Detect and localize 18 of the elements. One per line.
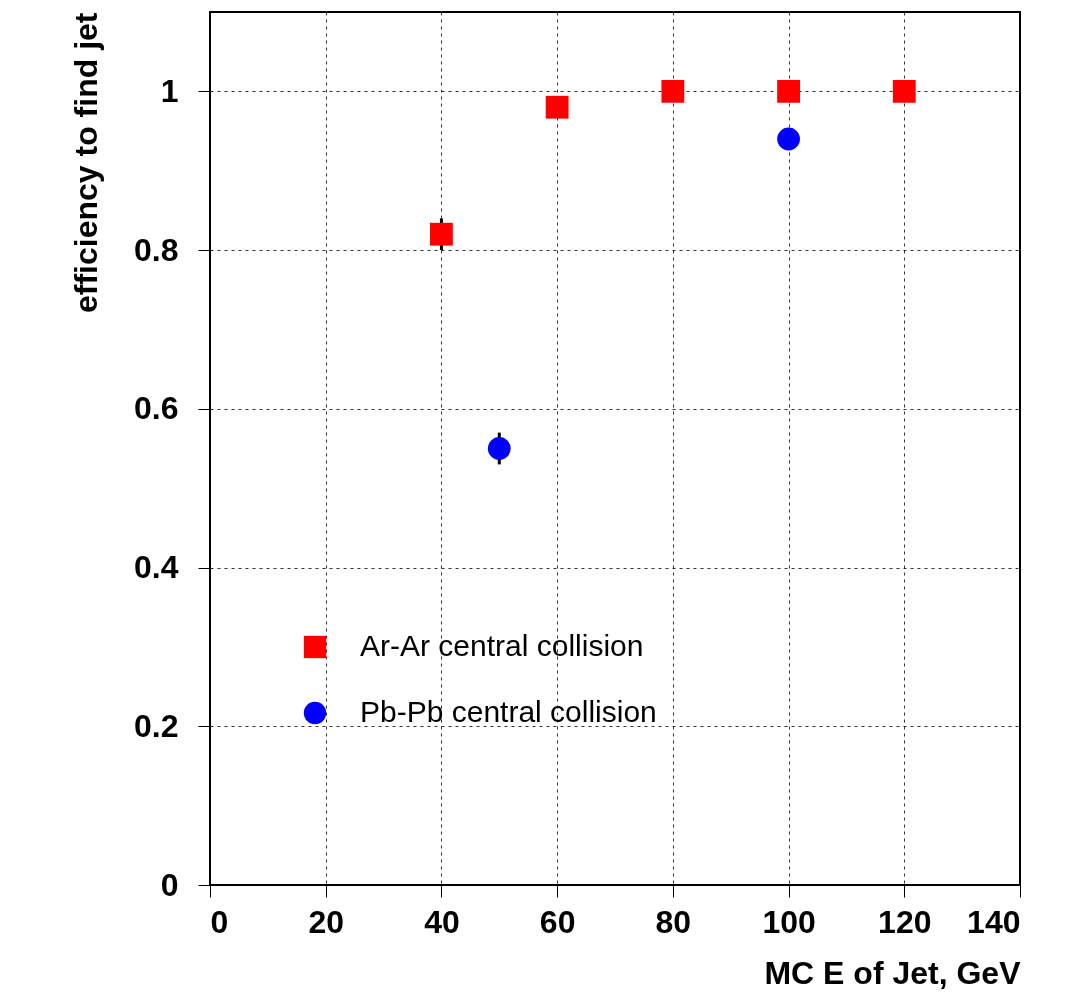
x-tick-label: 120 <box>878 903 932 940</box>
y-tick-label: 1 <box>160 72 179 109</box>
y-tick-label: 0.2 <box>134 707 179 744</box>
y-tick-label: 0.4 <box>134 549 179 586</box>
y-tick-label: 0 <box>160 866 179 903</box>
x-tick-label: 40 <box>424 903 460 940</box>
x-tick-label: 100 <box>762 903 816 940</box>
x-tick-label: 60 <box>539 903 576 940</box>
x-tick-label: 0 <box>210 903 229 940</box>
x-tick-label: 80 <box>655 903 692 940</box>
y-tick-label: 0.8 <box>134 231 179 268</box>
y-axis-title: efficiency to find jet <box>68 12 105 313</box>
y-tick-label: 0.6 <box>134 390 179 427</box>
legend-label: Pb-Pb central collision <box>360 695 657 728</box>
x-axis-title: MC E of Jet, GeV <box>764 954 1022 991</box>
x-tick-label: 140 <box>967 903 1021 940</box>
x-tick-label: 20 <box>308 903 345 940</box>
legend-label: Ar-Ar central collision <box>360 629 644 662</box>
